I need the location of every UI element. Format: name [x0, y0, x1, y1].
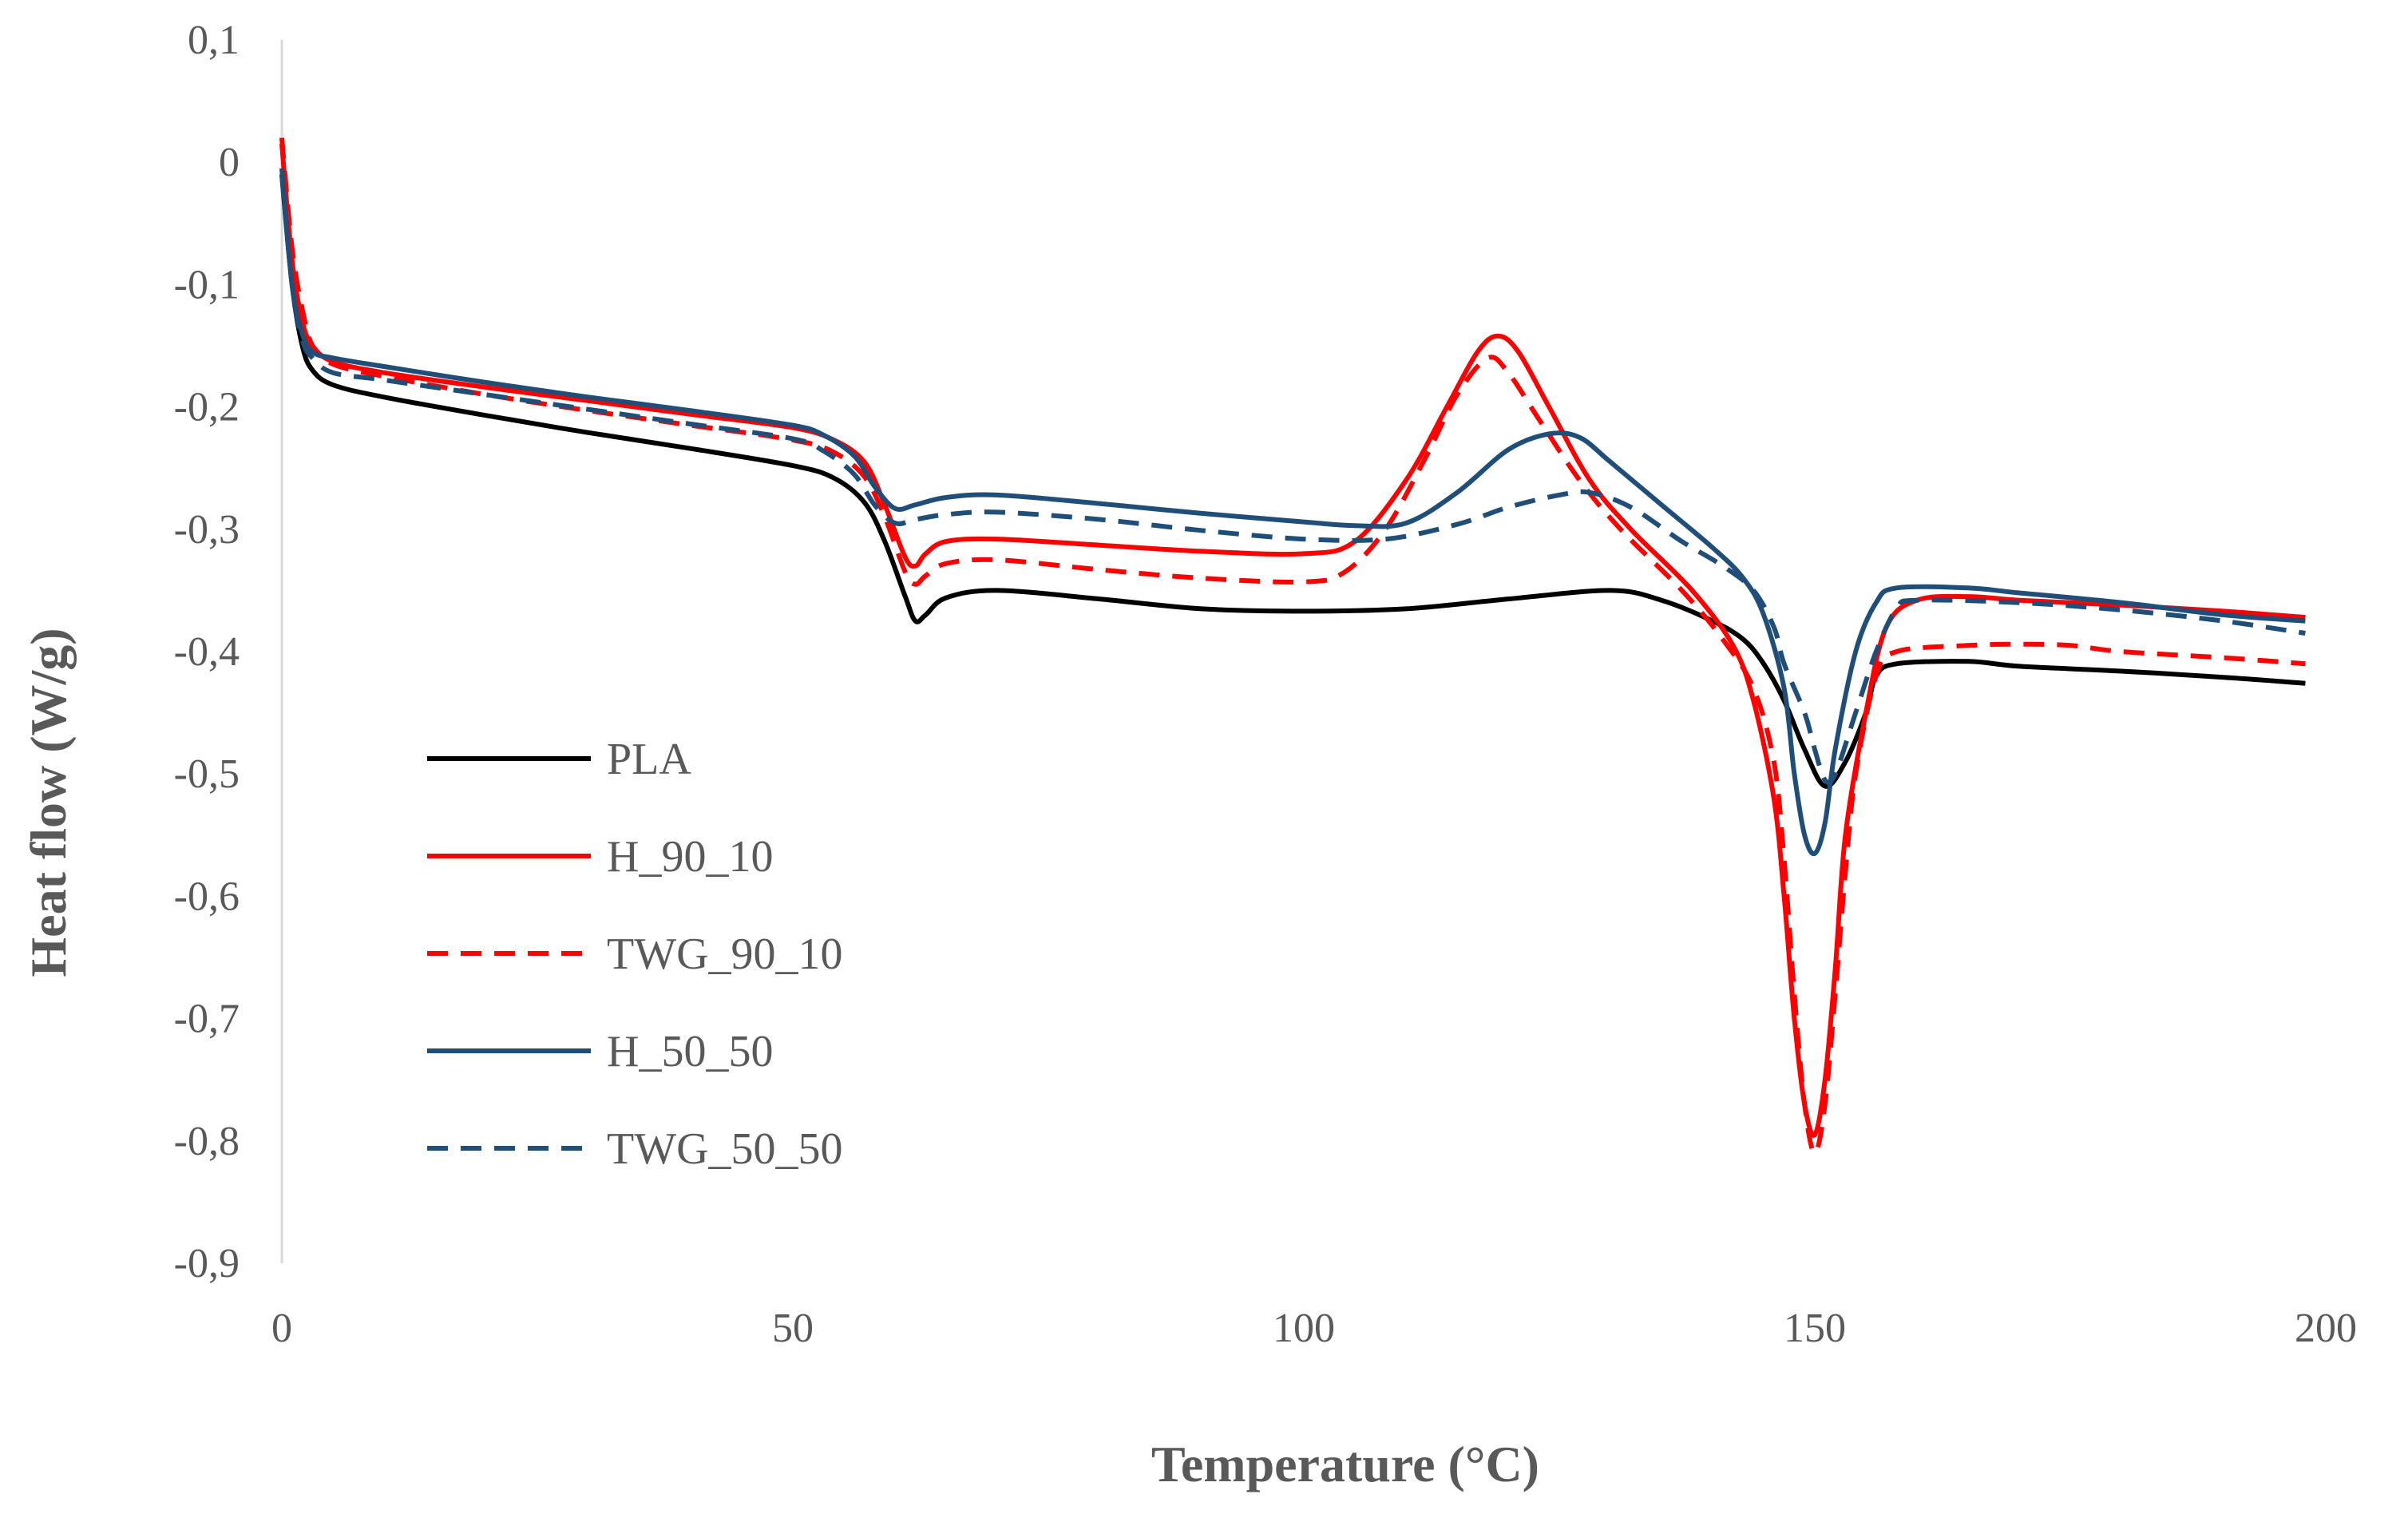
y-axis-title: Heat flow (W/g)	[20, 628, 77, 977]
legend-label-h-90-10: H_90_10	[607, 832, 773, 882]
series-lines	[279, 137, 2306, 1156]
legend-label-pla: PLA	[607, 735, 691, 784]
x-tick-label: 100	[1273, 1306, 1335, 1351]
x-axis-title: Temperature (°C)	[1151, 1436, 1539, 1492]
y-tick-label: -0,7	[174, 997, 240, 1042]
x-axis-ticks: 0 50 100 150 200	[271, 1306, 2357, 1351]
y-tick-label: -0,3	[174, 507, 240, 553]
y-tick-label: -0,4	[174, 629, 240, 675]
x-tick-label: 0	[271, 1306, 292, 1351]
series-line-h-90-10	[279, 143, 2306, 1138]
legend-label-twg-50-50: TWG_50_50	[607, 1124, 843, 1174]
y-tick-label: -0,6	[174, 874, 240, 919]
series-line-pla	[279, 174, 2306, 789]
series-line-twg-50-50	[279, 174, 2306, 786]
x-tick-label: 50	[772, 1306, 814, 1351]
y-tick-label: 0,1	[188, 18, 240, 63]
legend: PLA H_90_10 TWG_90_10 H_50_50 TWG_50_50	[427, 735, 843, 1174]
y-tick-label: 0	[219, 140, 240, 185]
x-tick-label: 150	[1784, 1306, 1846, 1351]
series-line-twg-90-10	[279, 137, 2306, 1156]
legend-label-h-50-50: H_50_50	[607, 1027, 773, 1076]
y-tick-label: -0,1	[174, 262, 240, 307]
y-tick-label: -0,9	[174, 1241, 240, 1286]
legend-label-twg-90-10: TWG_90_10	[607, 929, 843, 979]
y-axis-ticks: 0,1 0 -0,1 -0,2 -0,3 -0,4 -0,5 -0,6 -0,7 -0,8 -0,9	[174, 18, 240, 1286]
y-tick-label: -0,8	[174, 1119, 240, 1164]
y-tick-label: -0,2	[174, 385, 240, 430]
x-tick-label: 200	[2295, 1306, 2357, 1351]
series-line-h-50-50	[279, 168, 2306, 857]
y-tick-label: -0,5	[174, 751, 240, 797]
